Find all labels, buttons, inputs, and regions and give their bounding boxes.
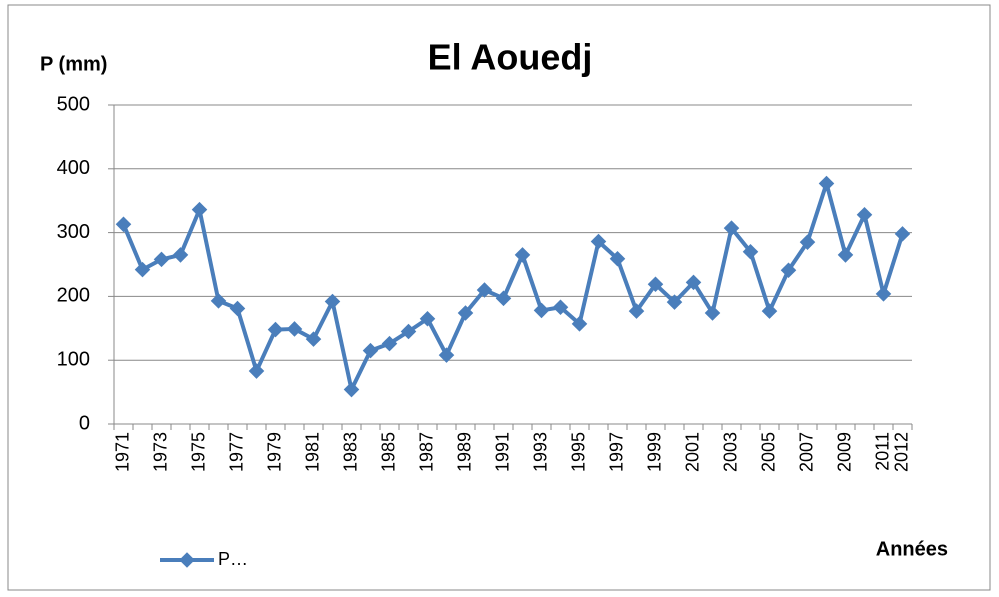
legend-marker — [179, 552, 195, 568]
x-tick-label: 2012 — [891, 432, 911, 472]
marker — [894, 226, 911, 242]
x-tick-label: 1997 — [606, 432, 626, 472]
marker — [723, 220, 740, 236]
x-tick-label: 2005 — [758, 432, 778, 472]
marker — [134, 261, 151, 278]
x-axis-label: Années — [876, 538, 948, 560]
x-tick-label: 1985 — [378, 432, 398, 472]
x-tick-label: 1975 — [188, 432, 208, 472]
x-tick-label: 2011 — [872, 432, 892, 471]
y-tick-label: 200 — [57, 285, 90, 307]
x-tick-label: 1989 — [454, 432, 474, 472]
y-tick-label: 100 — [57, 348, 90, 370]
marker — [229, 300, 246, 317]
y-tick-label: 400 — [57, 157, 90, 179]
y-tick-label: 500 — [57, 93, 90, 115]
x-tick-label: 1987 — [416, 432, 436, 472]
x-tick-label: 1991 — [492, 432, 512, 472]
x-tick-label: 1999 — [644, 432, 664, 472]
x-tick-label: 1993 — [530, 432, 550, 472]
y-tick-label: 300 — [57, 221, 90, 243]
legend-label: P… — [218, 549, 248, 569]
marker — [115, 216, 132, 233]
x-tick-label: 1995 — [568, 432, 588, 472]
marker — [818, 175, 835, 192]
x-tick-label: 1971 — [112, 432, 132, 472]
x-tick-label: 2003 — [720, 432, 740, 472]
x-tick-label: 1979 — [264, 432, 284, 472]
x-tick-label: 2001 — [682, 432, 702, 472]
y-axis-label: P (mm) — [40, 53, 107, 75]
y-tick-label: 0 — [79, 412, 90, 434]
marker — [799, 234, 816, 250]
marker — [191, 201, 208, 218]
marker — [210, 293, 227, 309]
x-tick-label: 1981 — [302, 432, 322, 472]
x-tick-label: 1983 — [340, 432, 360, 472]
x-tick-label: 2009 — [834, 432, 854, 472]
marker — [856, 206, 873, 223]
chart-title: El Aouedj — [428, 37, 593, 78]
line-series — [121, 181, 905, 392]
x-tick-label: 1977 — [226, 432, 246, 472]
x-tick-label: 1973 — [150, 432, 170, 472]
marker — [172, 247, 189, 263]
marker — [590, 233, 607, 250]
x-tick-label: 2007 — [796, 432, 816, 472]
marker — [153, 251, 170, 268]
